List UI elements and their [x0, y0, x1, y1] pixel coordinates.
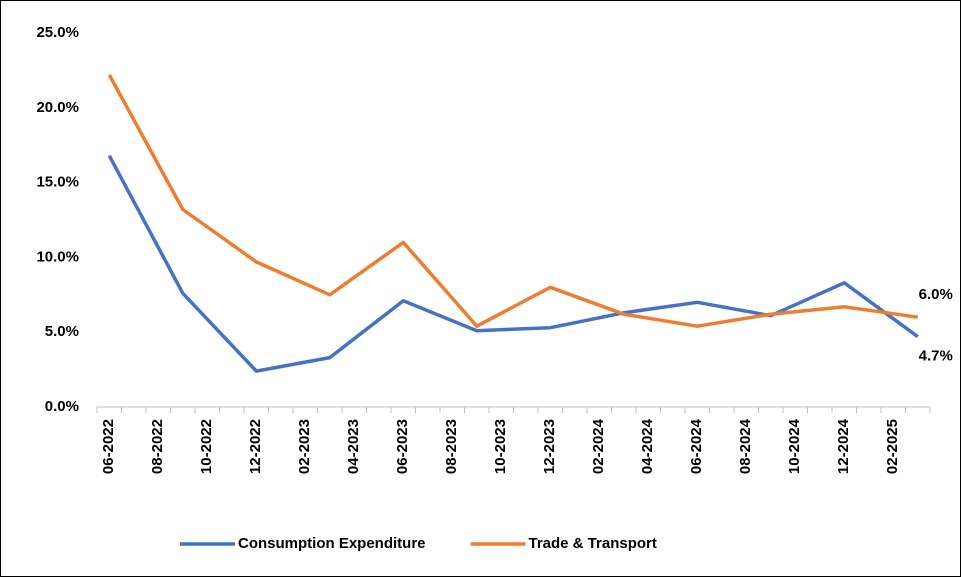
x-tick-label: 12-2023	[541, 419, 558, 474]
y-tick-label: 15.0%	[36, 174, 79, 191]
series-line	[107, 74, 919, 328]
x-tick-label: 06-2022	[100, 419, 117, 474]
x-tick-label: 08-2023	[443, 419, 460, 474]
x-tick-label: 12-2024	[835, 418, 852, 474]
x-tick-label: 02-2024	[590, 418, 607, 474]
x-tick-label: 10-2023	[492, 419, 509, 474]
y-tick-label: 0.0%	[45, 398, 79, 415]
y-tick-label: 10.0%	[36, 248, 79, 265]
y-tick-label: 20.0%	[36, 99, 79, 116]
x-tick-label: 12-2022	[247, 419, 264, 474]
x-tick-label: 06-2023	[394, 419, 411, 474]
data-label: 6.0%	[919, 286, 953, 303]
x-tick-label: 08-2024	[737, 418, 754, 474]
x-tick-label: 02-2023	[296, 419, 313, 474]
y-tick-label: 5.0%	[45, 323, 79, 340]
data-label: 4.7%	[919, 348, 953, 365]
x-tick-label: 06-2024	[688, 418, 705, 474]
x-tick-label: 10-2022	[198, 419, 215, 474]
x-tick-label: 10-2024	[786, 418, 803, 474]
series-line	[107, 154, 919, 373]
x-tick-label: 02-2025	[884, 419, 901, 474]
legend-label: Trade & Transport	[529, 535, 657, 552]
x-tick-label: 08-2022	[149, 419, 166, 474]
x-tick-label: 04-2024	[639, 418, 656, 474]
x-tick-label: 04-2023	[345, 419, 362, 474]
y-tick-label: 25.0%	[36, 24, 79, 41]
legend-label: Consumption Expenditure	[238, 535, 426, 552]
